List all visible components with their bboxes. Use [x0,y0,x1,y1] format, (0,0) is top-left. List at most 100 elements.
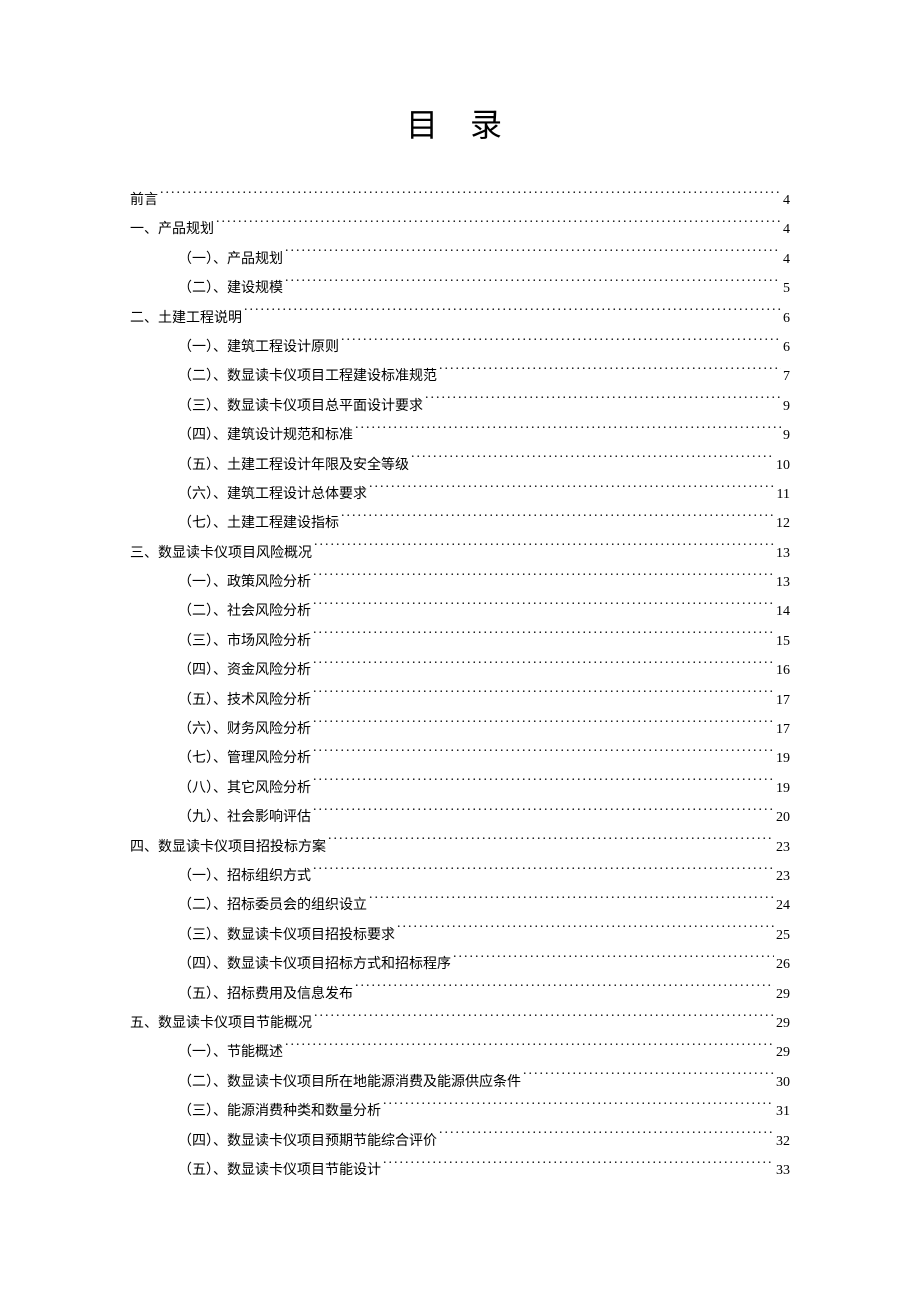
toc-leader-dots [397,925,774,939]
toc-entry-label: （一）、建筑工程设计原则 [178,333,339,362]
toc-leader-dots [313,748,774,762]
toc-entry: （三）、数显读卡仪项目总平面设计要求9 [130,392,790,421]
toc-leader-dots [313,690,774,704]
toc-entry-label: （五）、技术风险分析 [178,686,311,715]
toc-entry: （二）、建设规模5 [130,274,790,303]
toc-leader-dots [355,425,781,439]
toc-entry-label: （六）、建筑工程设计总体要求 [178,480,367,509]
toc-entry-label: （三）、市场风险分析 [178,627,311,656]
toc-leader-dots [328,837,774,851]
toc-leader-dots [285,249,781,263]
toc-entry-label: （五）、土建工程设计年限及安全等级 [178,451,409,480]
toc-entry-label: （七）、管理风险分析 [178,744,311,773]
toc-entry: （五）、招标费用及信息发布 29 [130,980,790,1009]
toc-entry-page: 6 [783,304,790,333]
toc-entry: （一）、建筑工程设计原则 6 [130,333,790,362]
toc-leader-dots [411,455,774,469]
toc-entry-page: 31 [776,1097,790,1126]
toc-leader-dots [313,601,774,615]
toc-entry-label: （四）、建筑设计规范和标准 [178,421,353,450]
toc-entry-page: 14 [776,597,790,626]
toc-leader-dots [314,1013,774,1027]
toc-entry: （四）、数显读卡仪项目预期节能综合评价 32 [130,1127,790,1156]
toc-entry-label: （五）、招标费用及信息发布 [178,980,353,1009]
toc-entry-label: （三）、数显读卡仪项目招投标要求 [178,921,395,950]
toc-leader-dots [369,895,774,909]
toc-leader-dots [285,1042,774,1056]
toc-entry-page: 16 [776,656,790,685]
toc-entry-label: 二、土建工程说明 [130,304,242,333]
toc-entry-page: 5 [783,274,790,303]
toc-entry: （八）、其它风险分析19 [130,774,790,803]
toc-entry-page: 32 [776,1127,790,1156]
toc-entry: （六）、财务风险分析 17 [130,715,790,744]
toc-entry: （三）、能源消费种类和数量分析 31 [130,1097,790,1126]
toc-entry-page: 15 [776,627,790,656]
toc-leader-dots [341,513,774,527]
toc-list: 前言4一、产品规划4（一）、产品规划4（二）、建设规模5二、土建工程说明6（一）… [130,186,790,1185]
toc-entry-label: 一、产品规划 [130,215,214,244]
toc-entry: （一）、政策风险分析13 [130,568,790,597]
toc-entry: （四）、资金风险分析 16 [130,656,790,685]
toc-entry-page: 17 [776,715,790,744]
toc-entry-label: （一）、政策风险分析 [178,568,311,597]
toc-entry-page: 19 [776,744,790,773]
toc-entry-page: 4 [783,215,790,244]
toc-leader-dots [216,219,781,233]
toc-entry-page: 17 [776,686,790,715]
toc-entry: （一）、产品规划 4 [130,245,790,274]
toc-leader-dots [369,484,775,498]
toc-entry-label: （三）、能源消费种类和数量分析 [178,1097,381,1126]
toc-entry-label: （四）、资金风险分析 [178,656,311,685]
toc-entry-page: 30 [776,1068,790,1097]
toc-entry-label: （九）、社会影响评估 [178,803,311,832]
toc-entry-page: 23 [776,833,790,862]
toc-entry: （四）、建筑设计规范和标准9 [130,421,790,450]
toc-leader-dots [313,660,774,674]
toc-leader-dots [313,719,774,733]
toc-leader-dots [314,543,774,557]
toc-leader-dots [383,1160,774,1174]
toc-leader-dots [355,984,774,998]
toc-entry: （五）、技术风险分析 17 [130,686,790,715]
toc-entry: （二）、数显读卡仪项目所在地能源消费及能源供应条件30 [130,1068,790,1097]
toc-entry-page: 23 [776,862,790,891]
toc-entry-page: 20 [776,803,790,832]
toc-leader-dots [341,337,781,351]
toc-entry-label: （一）、产品规划 [178,245,283,274]
toc-entry: （六）、建筑工程设计总体要求 11 [130,480,790,509]
toc-entry-label: 前言 [130,186,158,215]
toc-entry-label: （一）、节能概述 [178,1038,283,1067]
toc-entry: （五）、土建工程设计年限及安全等级10 [130,451,790,480]
toc-entry-page: 24 [776,891,790,920]
toc-entry: （一）、招标组织方式 23 [130,862,790,891]
toc-entry-label: （四）、数显读卡仪项目预期节能综合评价 [178,1127,437,1156]
toc-entry: 三、数显读卡仪项目风险概况13 [130,539,790,568]
toc-entry-label: （六）、财务风险分析 [178,715,311,744]
toc-entry-label: （一）、招标组织方式 [178,862,311,891]
toc-leader-dots [313,631,774,645]
toc-leader-dots [244,308,781,322]
toc-entry: 前言 4 [130,186,790,215]
toc-entry-page: 29 [776,980,790,1009]
toc-leader-dots [313,807,774,821]
toc-title: 目 录 [130,100,790,146]
toc-leader-dots [439,1131,774,1145]
toc-entry-label: 三、数显读卡仪项目风险概况 [130,539,312,568]
toc-entry: （七）、管理风险分析 19 [130,744,790,773]
toc-entry-label: （三）、数显读卡仪项目总平面设计要求 [178,392,423,421]
toc-entry-page: 4 [783,245,790,274]
toc-entry-page: 26 [776,950,790,979]
toc-leader-dots [313,778,774,792]
toc-entry-page: 6 [783,333,790,362]
toc-entry-label: （二）、招标委员会的组织设立 [178,891,367,920]
toc-entry-page: 29 [776,1009,790,1038]
toc-entry-page: 29 [776,1038,790,1067]
toc-entry-label: 五、数显读卡仪项目节能概况 [130,1009,312,1038]
toc-entry-page: 4 [783,186,790,215]
toc-leader-dots [439,366,781,380]
toc-entry-page: 11 [777,480,790,509]
toc-entry-label: （七）、土建工程建设指标 [178,509,339,538]
toc-leader-dots [313,572,774,586]
toc-entry: （二）、招标委员会的组织设立 24 [130,891,790,920]
